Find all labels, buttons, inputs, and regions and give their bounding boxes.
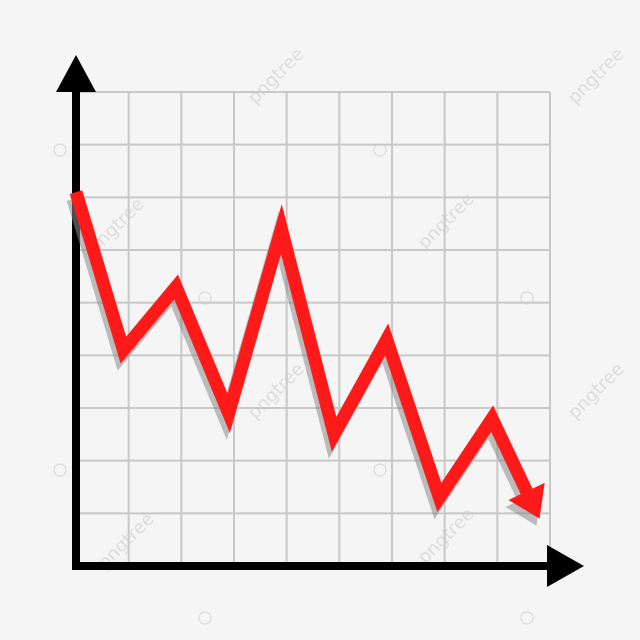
watermark-text: pngtree — [564, 44, 629, 109]
arrow-down-right-icon — [508, 482, 545, 519]
watermark-copyright-icon — [198, 611, 212, 625]
watermark-text: pngtree — [244, 44, 309, 109]
watermark-text: pngtree — [564, 359, 629, 424]
chart-axes — [56, 55, 584, 587]
chart-series — [66, 190, 545, 526]
watermark-copyright-icon — [198, 291, 212, 305]
watermark-copyright-icon — [373, 463, 387, 477]
watermark-text: pngtree — [414, 189, 479, 254]
watermark-copyright-icon — [520, 291, 534, 305]
watermark-copyright-icon — [53, 463, 67, 477]
arrow-right-icon — [547, 545, 584, 587]
watermark-copyright-icon — [53, 143, 67, 157]
series-line — [69, 190, 536, 513]
watermark-copyright-icon — [373, 143, 387, 157]
arrow-up-icon — [56, 55, 96, 92]
watermark-copyright-icon — [520, 611, 534, 625]
watermark-text: pngtree — [244, 359, 309, 424]
